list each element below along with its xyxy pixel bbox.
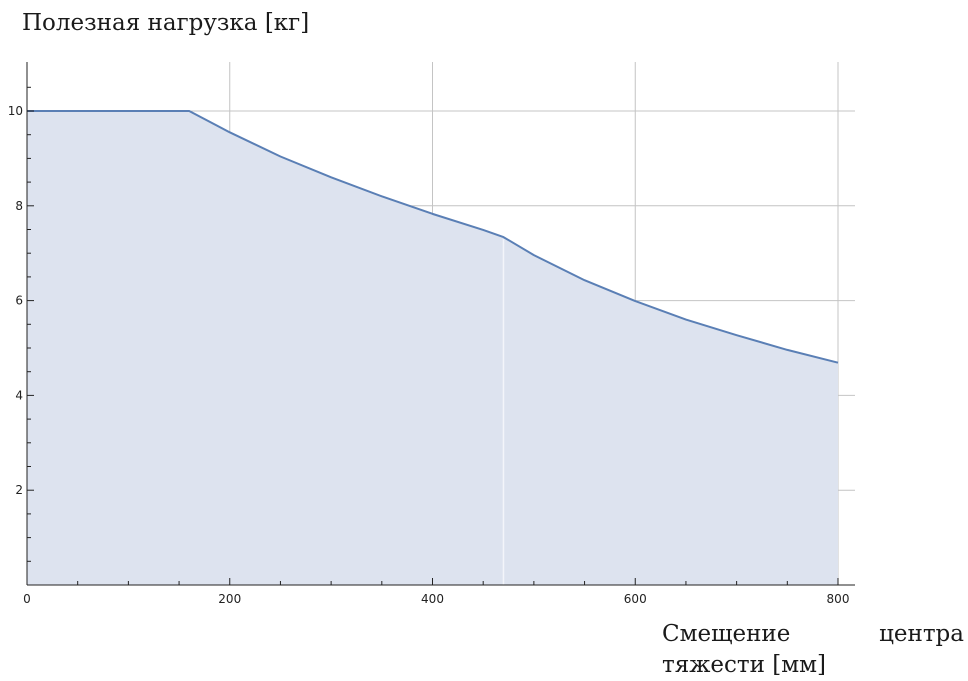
y-tick-label-10: 10 <box>8 104 23 118</box>
x-tick-label-200: 200 <box>218 592 241 606</box>
x-tick-label-0: 0 <box>23 592 31 606</box>
y-tick-label-4: 4 <box>15 388 23 402</box>
x-tick-label-800: 800 <box>827 592 850 606</box>
y-axis-title: Полезная нагрузка [кг] <box>22 10 310 36</box>
x-tick-label-600: 600 <box>624 592 647 606</box>
payload-line <box>27 110 839 364</box>
axes <box>26 62 855 586</box>
ticks: 0 200 400 600 800 2 4 6 8 10 <box>8 86 850 606</box>
x-axis-title: Смещение центра тяжести [мм] <box>662 621 964 678</box>
payload-area <box>27 111 838 585</box>
x-tick-label-400: 400 <box>421 592 444 606</box>
y-tick-label-6: 6 <box>15 294 23 308</box>
y-tick-label-8: 8 <box>15 199 23 213</box>
y-tick-label-2: 2 <box>15 483 23 497</box>
